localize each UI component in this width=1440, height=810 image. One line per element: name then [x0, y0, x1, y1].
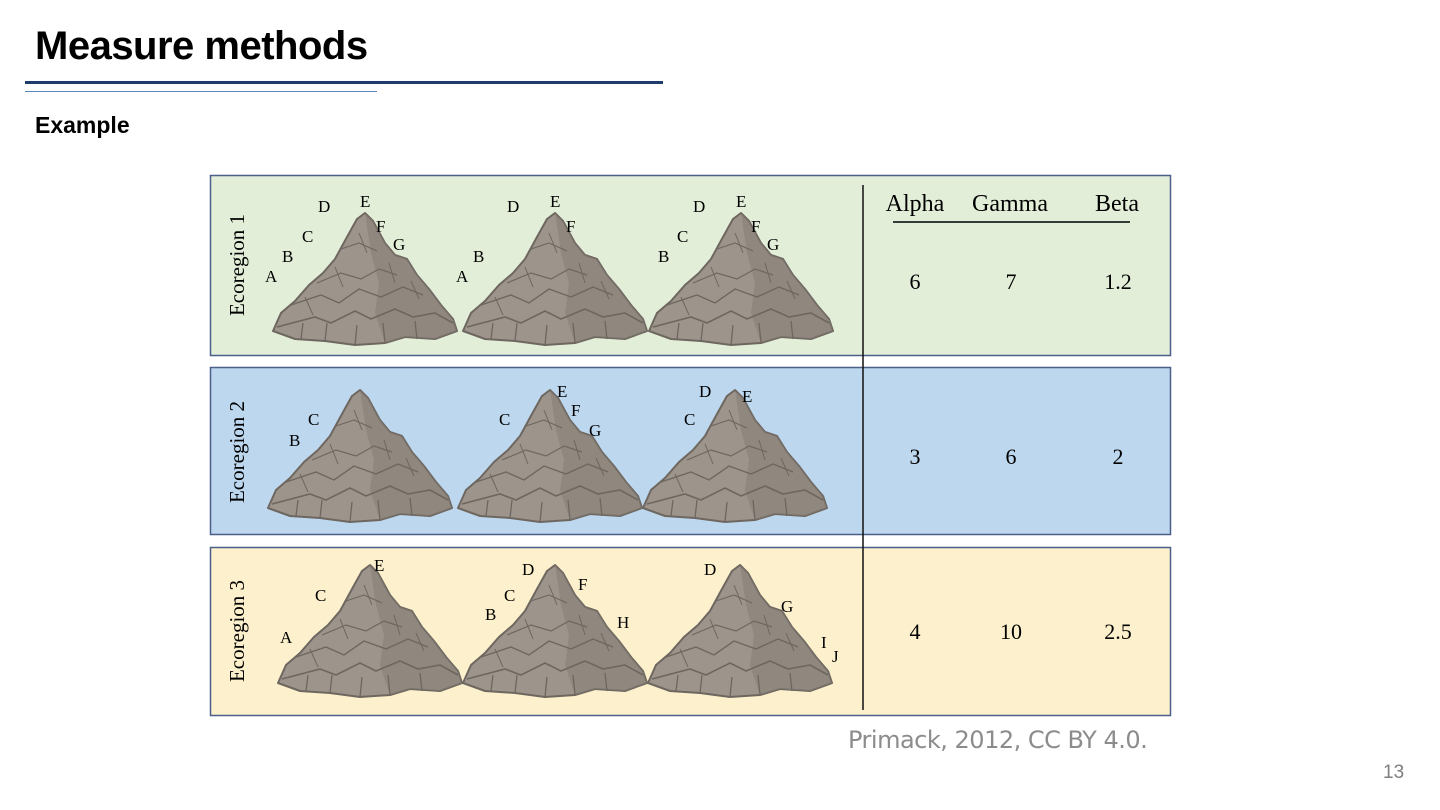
species-letter: G [589, 421, 601, 440]
row-2-mountain-2-species: C E F G [499, 382, 601, 440]
species-letter: D [522, 560, 534, 579]
species-letter: G [393, 235, 405, 254]
species-letter: E [736, 192, 746, 211]
species-letter: E [550, 192, 560, 211]
species-letter: D [693, 197, 705, 216]
row-3-gamma-value: 10 [1000, 619, 1022, 644]
species-letter: F [376, 217, 385, 236]
species-letter: E [742, 387, 752, 406]
header-alpha: Alpha [886, 191, 945, 217]
row-1-mountain-1-species: A B C D E F G [265, 192, 405, 286]
ecoregion-diversity-figure: Alpha Gamma Beta Ecoregion 1 Ecoregion 2… [200, 165, 1180, 725]
row-2-mountain-1-species: B C [289, 410, 319, 450]
ecoregion-diagram: Alpha Gamma Beta Ecoregion 1 Ecoregion 2… [209, 174, 1172, 717]
species-letter: I [821, 633, 827, 652]
row-1-gamma-value: 7 [1006, 269, 1017, 294]
page-number: 13 [1383, 762, 1405, 783]
row-3-mountain-1-species: A C E [280, 556, 384, 647]
row-3-alpha-value: 4 [910, 619, 921, 644]
species-letter: F [751, 217, 760, 236]
species-letter: D [704, 560, 716, 579]
species-letter: C [499, 410, 510, 429]
species-letter: F [578, 575, 587, 594]
header-gamma: Gamma [972, 191, 1048, 217]
row-3-label: Ecoregion 3 [225, 580, 249, 682]
species-letter: F [566, 217, 575, 236]
header-beta: Beta [1095, 191, 1139, 217]
row-1-beta-value: 1.2 [1104, 269, 1132, 294]
species-letter: C [302, 227, 313, 246]
row-1-mountain-3-species: B C D E F G [658, 192, 779, 266]
row-1-mountain-2-species: A B D E F [456, 192, 575, 286]
row-1-alpha-value: 6 [910, 269, 921, 294]
species-letter: C [684, 410, 695, 429]
row-3-mountain-2-species: B C D F H [485, 560, 629, 632]
row-2-mountain-3-species: C D E [684, 382, 752, 429]
row-3-beta-value: 2.5 [1104, 619, 1132, 644]
row-1-label: Ecoregion 1 [225, 214, 249, 316]
species-letter: D [318, 197, 330, 216]
species-letter: B [473, 247, 484, 266]
image-citation: Primack, 2012, CC BY 4.0. [848, 726, 1148, 754]
species-letter: D [507, 197, 519, 216]
species-letter: B [658, 247, 669, 266]
species-letter: G [781, 597, 793, 616]
species-letter: F [571, 401, 580, 420]
row-3-mountain-3-species: D G I J [704, 560, 839, 666]
species-letter: E [360, 192, 370, 211]
species-letter: C [504, 586, 515, 605]
species-letter: E [374, 556, 384, 575]
species-letter: H [617, 613, 629, 632]
species-letter: B [289, 431, 300, 450]
row-2-beta-value: 2 [1113, 444, 1124, 469]
species-letter: E [557, 382, 567, 401]
row-2-alpha-value: 3 [910, 444, 921, 469]
species-letter: B [282, 247, 293, 266]
species-letter: J [832, 647, 839, 666]
title-underline [25, 81, 663, 84]
row-2-label: Ecoregion 2 [225, 401, 249, 503]
species-letter: D [699, 382, 711, 401]
title-underline-thin [25, 91, 377, 92]
species-letter: A [265, 267, 278, 286]
species-letter: A [280, 628, 293, 647]
row-2-gamma-value: 6 [1006, 444, 1017, 469]
species-letter: C [308, 410, 319, 429]
species-letter: G [767, 235, 779, 254]
species-letter: C [315, 586, 326, 605]
species-letter: A [456, 267, 469, 286]
slide-title: Measure methods [35, 24, 368, 68]
species-letter: C [677, 227, 688, 246]
species-letter: B [485, 605, 496, 624]
slide-subtitle: Example [35, 112, 130, 138]
